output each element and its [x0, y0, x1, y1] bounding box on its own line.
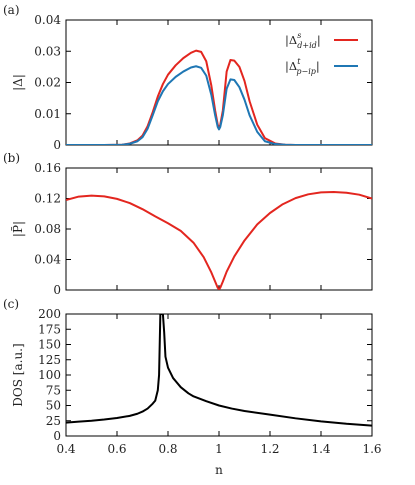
series-line-0	[66, 314, 372, 427]
x-tick-label: 1.2	[260, 442, 279, 456]
x-tick-label: 1	[215, 442, 223, 456]
y-axis-label: |P̃|	[10, 221, 25, 237]
x-tick-label: 0.6	[107, 442, 126, 456]
y-tick-label: 0.01	[34, 107, 61, 121]
y-tick-label: 0.04	[34, 13, 61, 27]
plot-frame	[65, 167, 373, 291]
series-line-0	[66, 49, 372, 145]
legend-label: |Δs d+id|	[285, 31, 321, 50]
y-tick-label: 150	[38, 338, 61, 352]
panel-label: (c)	[3, 297, 19, 311]
y-axis-label: |Δ|	[11, 74, 25, 91]
x-tick-label: 0.8	[158, 442, 177, 456]
y-tick-label: 0	[53, 283, 61, 297]
series-line-0	[66, 191, 372, 290]
y-tick-label: 100	[38, 368, 61, 382]
y-tick-label: 200	[38, 307, 61, 321]
y-tick-label: 75	[46, 383, 61, 397]
y-tick-label: 0.04	[34, 253, 61, 267]
y-axis-label: DOS [a.u.]	[11, 343, 25, 406]
x-tick-label: 0.4	[56, 442, 75, 456]
legend: |Δs d+id| |Δt p−ip|	[285, 31, 358, 76]
y-tick-label: 0.02	[34, 76, 61, 90]
y-tick-label: 0	[53, 429, 61, 443]
y-tick-label: 25	[46, 414, 61, 428]
y-tick-label: 0	[53, 138, 61, 152]
series-line-1	[66, 65, 372, 145]
y-tick-label: 125	[38, 353, 61, 367]
y-tick-label: 0.12	[34, 192, 61, 206]
y-tick-label: 0.16	[34, 161, 61, 175]
panel-label: (a)	[3, 3, 20, 17]
x-tick-label: 1.4	[311, 442, 330, 456]
y-tick-label: 175	[38, 322, 61, 336]
y-tick-label: 50	[46, 399, 61, 413]
panel-a: 0 0.01 0.02 0.03 0.04 (a) |Δ| |Δs d+id| |Δt p−ip|	[3, 3, 373, 152]
panel-b: 0 0.04 0.08 0.12 0.16 (b) |P̃|	[3, 151, 373, 297]
y-tick-label: 0.08	[34, 222, 61, 236]
legend-label: |Δt p−ip|	[285, 57, 320, 76]
x-tick-label: 1.6	[362, 442, 381, 456]
panel-label: (b)	[3, 151, 20, 165]
x-axis-label: n	[215, 463, 223, 477]
y-tick-label: 0.03	[34, 44, 61, 58]
